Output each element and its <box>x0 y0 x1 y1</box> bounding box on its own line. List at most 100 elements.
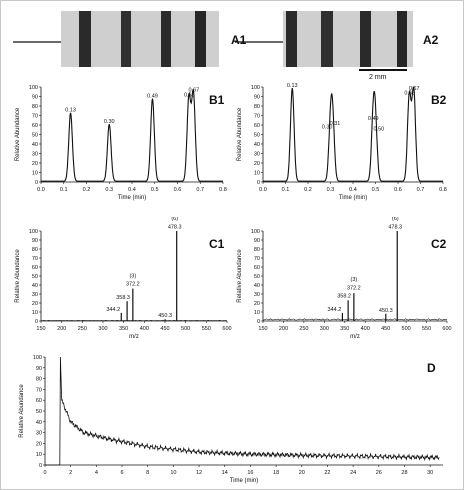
ion-label: (3) <box>350 277 357 283</box>
peak-label: 0.49 <box>368 116 379 122</box>
y-tick-label: 50 <box>254 133 260 139</box>
ion-label: (6) <box>171 217 178 222</box>
x-axis-label: Time (min) <box>230 478 258 484</box>
y-tick-label: 40 <box>254 142 260 148</box>
x-tick-label: 0.4 <box>128 187 136 193</box>
peak-label: 0.67 <box>409 86 420 92</box>
peak-label: 0.13 <box>287 83 298 89</box>
x-tick-label: 0.3 <box>105 187 113 193</box>
y-tick-label: 0 <box>257 180 260 186</box>
x-tick-label: 400 <box>140 326 149 332</box>
ion-label: 478.3 <box>388 224 402 230</box>
x-tick-label: 0.5 <box>372 187 380 193</box>
x-tick-label: 0.0 <box>37 187 45 193</box>
y-tick-label: 30 <box>36 431 42 437</box>
y-tick-label: 10 <box>32 171 38 177</box>
x-tick-label: 18 <box>273 470 279 476</box>
x-tick-label: 550 <box>422 326 431 332</box>
x-tick-label: 2 <box>69 470 72 476</box>
panel-label-d: D <box>427 361 436 375</box>
y-tick-label: 0 <box>257 319 260 325</box>
band <box>360 11 371 67</box>
y-tick-label: 70 <box>32 114 38 120</box>
y-tick-label: 100 <box>29 85 38 91</box>
band <box>79 11 91 67</box>
x-tick-label: 0.8 <box>439 187 447 193</box>
y-axis-label: Relative Abundance <box>237 107 243 161</box>
x-tick-label: 0.7 <box>417 187 425 193</box>
y-tick-label: 0 <box>39 463 42 469</box>
x-tick-label: 22 <box>324 470 330 476</box>
y-axis-label: Relative Abundance <box>15 249 21 303</box>
panel-label-b1: B1 <box>209 93 225 107</box>
y-tick-label: 60 <box>254 123 260 129</box>
ion-label: 344.2 <box>328 307 342 313</box>
scale-bar-label: 2 mm <box>369 74 387 81</box>
ion-label: 372.2 <box>347 285 361 291</box>
y-axis-label: Relative Abundance <box>19 384 25 438</box>
ion-label: 450.3 <box>158 313 172 319</box>
x-axis-label: m/z <box>350 334 360 340</box>
x-tick-label: 450 <box>381 326 390 332</box>
x-tick-label: 10 <box>170 470 176 476</box>
y-tick-label: 40 <box>32 283 38 289</box>
x-tick-label: 250 <box>299 326 308 332</box>
x-tick-label: 350 <box>119 326 128 332</box>
y-tick-label: 50 <box>32 133 38 139</box>
x-tick-label: 24 <box>350 470 356 476</box>
y-tick-label: 90 <box>36 366 42 372</box>
y-tick-label: 10 <box>36 452 42 458</box>
band <box>195 11 206 67</box>
y-tick-label: 100 <box>29 229 38 235</box>
y-tick-label: 20 <box>254 301 260 307</box>
y-axis-label: Relative Abundance <box>15 107 21 161</box>
y-tick-label: 30 <box>32 292 38 298</box>
x-tick-label: 200 <box>57 326 66 332</box>
scale-bar <box>359 69 407 71</box>
ion-label: 372.2 <box>126 282 140 288</box>
x-tick-label: 4 <box>95 470 98 476</box>
mass-spectrum-c1: 0 10 20 30 40 50 60 70 80 90 100 150 200 250 300 350 400… <box>15 217 232 340</box>
y-tick-label: 70 <box>32 256 38 262</box>
y-tick-label: 60 <box>32 265 38 271</box>
y-tick-label: 30 <box>32 152 38 158</box>
x-tick-label: 0.6 <box>174 187 182 193</box>
x-tick-label: 14 <box>222 470 228 476</box>
x-axis-label: Time (min) <box>118 195 146 201</box>
chromatogram-b2: 0 10 20 30 40 50 60 70 80 90 100 0.0 0.1 0.2 0.3 0.4 0.5… <box>237 83 447 201</box>
ion-label: 358.2 <box>337 293 351 299</box>
y-tick-label: 70 <box>36 387 42 393</box>
x-tick-label: 0.6 <box>394 187 402 193</box>
x-tick-label: 0 <box>43 470 46 476</box>
mass-spectrum-c2: 0 10 20 30 40 50 60 70 80 90 100 150 200 250 300 350 400… <box>237 217 452 340</box>
band <box>397 11 407 67</box>
y-tick-label: 80 <box>254 247 260 253</box>
x-tick-label: 500 <box>181 326 190 332</box>
x-tick-label: 300 <box>320 326 329 332</box>
baseline-noise <box>262 318 448 321</box>
y-tick-label: 90 <box>32 238 38 244</box>
chromatogram-trace <box>263 86 443 182</box>
x-tick-label: 0.8 <box>219 187 227 193</box>
panel-label-c1: C1 <box>209 237 225 251</box>
y-tick-label: 80 <box>36 377 42 383</box>
x-tick-label: 6 <box>121 470 124 476</box>
x-tick-label: 28 <box>401 470 407 476</box>
x-axis-label: m/z <box>129 334 139 340</box>
peak-label: 0.31 <box>330 121 341 127</box>
x-tick-label: 200 <box>279 326 288 332</box>
y-tick-label: 100 <box>251 85 260 91</box>
ion-label: (3) <box>129 274 136 280</box>
band <box>286 11 297 67</box>
y-tick-label: 90 <box>254 238 260 244</box>
chromatogram-b1: 0 10 20 30 40 50 60 70 80 90 100 0.0 0.1 0.2 0.3 0.4 0.5… <box>15 85 227 201</box>
x-tick-label: 0.2 <box>304 187 312 193</box>
x-tick-label: 12 <box>196 470 202 476</box>
y-axis-label: Relative Abundance <box>237 249 243 303</box>
x-tick-label: 26 <box>376 470 382 476</box>
y-tick-label: 50 <box>36 409 42 415</box>
peak-label: 0.67 <box>189 88 200 94</box>
tic-trace <box>45 356 440 466</box>
